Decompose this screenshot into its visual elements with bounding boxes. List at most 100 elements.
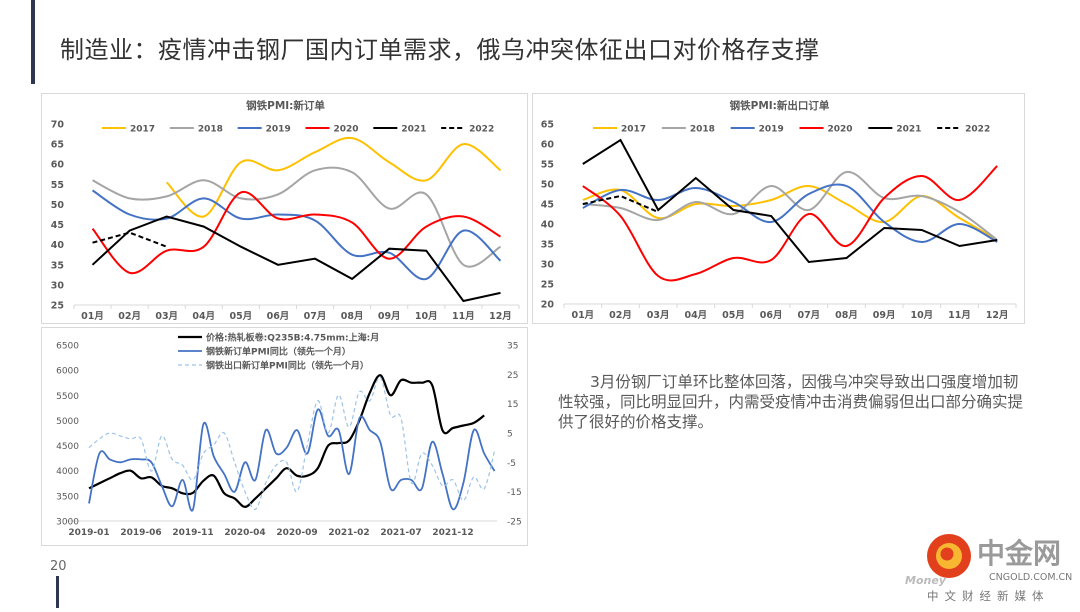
legend-label-2: 钢铁出口新订单PMI同比（领先一个月）	[206, 360, 369, 372]
x-tick-label: 05月	[722, 310, 745, 321]
x-tick-label: 06月	[267, 311, 290, 322]
x-tick-label: 2019-06	[120, 528, 161, 538]
page-title: 制造业：疫情冲击钢厂国内订单需求，俄乌冲突体征出口对价格存支撑	[60, 36, 820, 64]
legend-label-2017: 2017	[621, 125, 646, 135]
cngold-logo-icon: Money 中金网 CNGOLD.COM.CN 中文财经新媒体	[905, 534, 1072, 603]
x-tick-label: 02月	[609, 310, 632, 321]
footer-accent-bar	[56, 576, 59, 608]
x-tick-label: 01月	[571, 310, 594, 321]
x-tick-label: 10月	[910, 310, 933, 321]
series-line-2020	[91, 191, 502, 275]
legend-label-2022: 2022	[469, 125, 494, 135]
legend-label-2020: 2020	[828, 125, 853, 135]
x-tick-label: 09月	[873, 310, 896, 321]
series-line-2017	[582, 184, 998, 241]
x-tick-label: 03月	[155, 311, 178, 322]
svg-text:CNGOLD.COM.CN: CNGOLD.COM.CN	[989, 572, 1072, 583]
y-tick-label: 65	[51, 140, 64, 151]
x-tick-label: 2020-04	[224, 528, 265, 538]
x-tick-label: 05月	[230, 311, 253, 322]
y-tick-label: 65	[541, 120, 554, 131]
y-right-tick-label: 5	[507, 430, 513, 440]
y-left-tick-label: 5500	[56, 392, 79, 402]
chart-new-orders: 钢铁PMI:新订单 25 30 35 40 45 50 55 60 65 70 01月 02月 03月 04…	[41, 93, 528, 324]
y-right-tick-label: -15	[507, 488, 522, 498]
y-left-tick-label: 5000	[56, 417, 79, 427]
svg-text:中文财经新媒体: 中文财经新媒体	[927, 589, 1050, 603]
chart-new-export-orders: 钢铁PMI:新出口订单 20 25 30 35 40 45 50 55 60 65 01月 02月 03月…	[532, 93, 1025, 324]
y-tick-label: 60	[51, 160, 65, 171]
x-tick-label: 10月	[415, 311, 438, 322]
x-tick-label: 04月	[192, 311, 215, 322]
x-tick-label: 2019-11	[172, 528, 213, 538]
x-tick-label: 11月	[452, 311, 475, 322]
series-line-2	[88, 376, 496, 510]
x-tick-label: 2021-07	[380, 528, 421, 538]
y-tick-label: 50	[51, 200, 65, 211]
y-tick-label: 30	[541, 260, 555, 271]
x-tick-label: 03月	[647, 310, 670, 321]
y-tick-label: 35	[51, 260, 64, 271]
y-right-tick-label: 25	[507, 371, 518, 381]
legend-label-2019: 2019	[759, 125, 784, 135]
legend-label-2020: 2020	[334, 125, 359, 135]
y-left-tick-label: 6500	[56, 342, 79, 352]
legend-label-2017: 2017	[130, 125, 155, 135]
y-tick-label: 45	[541, 200, 554, 211]
series-line-2021	[91, 215, 501, 303]
legend-label-0: 价格:热轧板卷:Q235B:4.75mm:上海:月	[206, 332, 379, 344]
y-tick-label: 60	[541, 140, 555, 151]
y-tick-label: 30	[51, 280, 65, 291]
y-right-tick-label: -25	[507, 518, 522, 528]
y-tick-label: 55	[541, 160, 554, 171]
chart-title: 钢铁PMI:新订单	[246, 99, 325, 112]
y-tick-label: 55	[51, 180, 64, 191]
x-tick-label: 07月	[797, 310, 820, 321]
y-left-tick-label: 4000	[56, 467, 79, 477]
x-tick-label: 01月	[81, 311, 104, 322]
series-line-0	[88, 374, 485, 509]
title-accent-bar	[31, 0, 35, 84]
y-tick-label: 20	[541, 300, 555, 311]
x-tick-label: 2020-09	[276, 528, 317, 538]
series-line-2022	[582, 194, 659, 213]
y-left-tick-label: 3000	[56, 518, 79, 528]
y-tick-label: 25	[51, 301, 64, 312]
svg-text:Money: Money	[905, 574, 947, 587]
y-tick-label: 40	[541, 220, 555, 231]
x-tick-label: 09月	[378, 311, 401, 322]
legend-label-2018: 2018	[198, 125, 223, 135]
cngold-logo: Money 中金网 CNGOLD.COM.CN 中文财经新媒体	[905, 532, 1080, 608]
chart-price-vs-pmi: 3000 3500 4000 4500 5000 5500 6000 6500 -25 -15 -5…	[41, 327, 528, 546]
x-tick-label: 12月	[986, 310, 1009, 321]
x-tick-label: 11月	[948, 310, 971, 321]
x-tick-label: 08月	[835, 310, 858, 321]
y-right-tick-label: -5	[507, 459, 516, 469]
series-line-2018	[92, 166, 502, 268]
series-line-2017	[165, 136, 502, 218]
series-line-2019	[91, 189, 502, 280]
y-tick-label: 35	[541, 240, 554, 251]
x-tick-label: 06月	[760, 310, 783, 321]
legend-label-2022: 2022	[965, 125, 990, 135]
legend-label-2021: 2021	[401, 125, 426, 135]
y-left-tick-label: 4500	[56, 442, 79, 452]
series-line-2020	[582, 165, 998, 282]
x-tick-label: 12月	[489, 311, 512, 322]
series-line-1	[88, 408, 496, 512]
x-tick-label: 07月	[304, 311, 327, 322]
x-tick-label: 08月	[341, 311, 364, 322]
y-right-tick-label: 15	[507, 400, 518, 410]
legend-label-1: 钢铁新订单PMI同比（领先一个月）	[206, 346, 351, 358]
series-line-2021	[582, 138, 998, 264]
chart-title: 钢铁PMI:新出口订单	[730, 99, 830, 112]
series-line-2022	[92, 231, 168, 248]
x-tick-label: 02月	[118, 311, 141, 322]
y-left-tick-label: 3500	[56, 492, 79, 502]
legend-label-2018: 2018	[690, 125, 715, 135]
series-line-2019	[582, 183, 998, 244]
summary-paragraph: 3月份钢厂订单环比整体回落，因俄乌冲突导致出口强度增加韧性较强，同比明显回升，内…	[558, 373, 1024, 431]
x-tick-label: 2021-02	[328, 528, 369, 538]
x-tick-label: 2019-01	[68, 528, 109, 538]
y-tick-label: 70	[51, 120, 65, 131]
